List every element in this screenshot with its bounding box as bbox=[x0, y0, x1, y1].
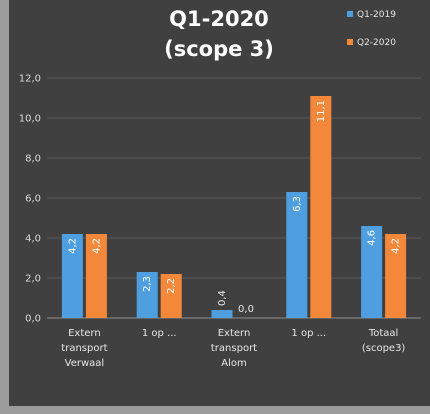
legend-label: Q1-2019 bbox=[357, 10, 396, 20]
x-tick-label: Extern bbox=[68, 328, 101, 339]
chart-title-line1: Q1-2020 bbox=[169, 7, 269, 31]
x-tick-label: 1 op ... bbox=[291, 328, 326, 339]
legend-label: Q2-2020 bbox=[357, 38, 396, 48]
y-tick-label: 4,0 bbox=[25, 234, 41, 245]
y-tick-label: 8,0 bbox=[25, 154, 41, 165]
chart-panel: Q1-2020 (scope 3) 0,0 2,0 4,0 6,0 8,0 10,0 12,… bbox=[9, 0, 430, 406]
y-tick-label: 10,0 bbox=[19, 114, 41, 125]
y-tick-label: 2,0 bbox=[25, 274, 41, 285]
data-label: 11,1 bbox=[316, 100, 327, 122]
data-label: 0,4 bbox=[217, 290, 228, 306]
x-tick-label: transport bbox=[211, 343, 257, 354]
bar bbox=[211, 310, 233, 318]
bar bbox=[136, 272, 158, 318]
bars: 4,2 4,2 2,3 2,2 0,4 0,0 6,3 11,1 4,6 4,2 bbox=[61, 96, 407, 318]
gridlines bbox=[47, 77, 421, 319]
bar bbox=[361, 226, 383, 318]
legend: Q1-2019 Q2-2020 bbox=[347, 10, 396, 48]
chart-title-line2: (scope 3) bbox=[164, 37, 274, 61]
bar bbox=[385, 234, 407, 318]
y-tick-label: 0,0 bbox=[25, 314, 41, 325]
y-axis: 0,0 2,0 4,0 6,0 8,0 10,0 12,0 bbox=[19, 74, 41, 325]
legend-swatch bbox=[347, 39, 353, 45]
data-label: 4,2 bbox=[67, 238, 78, 254]
data-label: 2,2 bbox=[166, 278, 177, 294]
bar bbox=[85, 234, 107, 318]
legend-swatch bbox=[347, 11, 353, 17]
bar bbox=[310, 96, 332, 318]
y-tick-label: 6,0 bbox=[25, 194, 41, 205]
bar bbox=[61, 234, 83, 318]
x-tick-label: 1 op ... bbox=[142, 328, 177, 339]
x-tick-label: Alom bbox=[221, 358, 246, 369]
x-tick-label: Extern bbox=[218, 328, 251, 339]
data-label: 4,6 bbox=[367, 230, 378, 246]
bar bbox=[160, 274, 182, 318]
x-tick-label: Totaal bbox=[368, 328, 398, 339]
x-tick-label: Verwaal bbox=[65, 358, 105, 369]
data-label: 2,3 bbox=[142, 276, 153, 292]
data-label: 4,2 bbox=[391, 238, 402, 254]
bar bbox=[286, 192, 308, 318]
data-label: 6,3 bbox=[292, 196, 303, 212]
data-label: 4,2 bbox=[91, 238, 102, 254]
y-tick-label: 12,0 bbox=[19, 74, 41, 85]
data-label: 0,0 bbox=[238, 304, 254, 315]
x-tick-label: transport bbox=[61, 343, 107, 354]
bar-chart: Q1-2020 (scope 3) 0,0 2,0 4,0 6,0 8,0 10,0 12,… bbox=[19, 7, 421, 369]
x-axis: Extern transport Verwaal 1 op ... Extern tran… bbox=[61, 328, 405, 369]
x-tick-label: (scope3) bbox=[362, 343, 406, 354]
